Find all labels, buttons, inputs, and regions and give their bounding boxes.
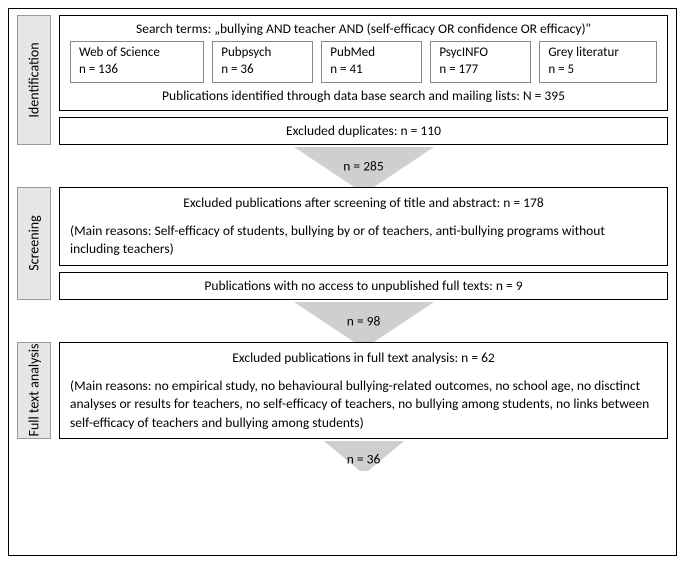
fulltext-reasons-text: (Main reasons: no empirical study, no be… <box>70 377 657 432</box>
fulltext-body: Excluded publications in full text analy… <box>59 342 668 439</box>
db-box-psycinfo: PsycINFO n = 177 <box>430 41 531 83</box>
db-name: PsycINFO <box>439 45 522 62</box>
search-terms-box: Search terms: „bullying AND teacher AND … <box>59 15 668 111</box>
fulltext-excluded-text: Excluded publications in full text analy… <box>70 349 657 367</box>
identification-label-text: Identification <box>26 42 43 117</box>
fulltext-stage-label: Full text analysis <box>17 342 51 439</box>
database-row: Web of Science n = 136 Pubpsych n = 36 P… <box>66 41 661 83</box>
screening-label-text: Screening <box>26 216 43 272</box>
excluded-duplicates-text: Excluded duplicates: n = 110 <box>286 122 441 139</box>
db-box-wos: Web of Science n = 136 <box>70 41 204 83</box>
db-name: PubMed <box>330 45 413 62</box>
db-box-pubmed: PubMed n = 41 <box>321 41 422 83</box>
db-count: n = 177 <box>439 62 522 79</box>
fulltext-stage: Full text analysis Excluded publications… <box>17 342 668 439</box>
funnel-1: n = 285 <box>59 147 668 185</box>
db-count: n = 41 <box>330 62 413 79</box>
no-access-box: Publications with no access to unpublish… <box>59 272 668 300</box>
db-box-pubpsych: Pubpsych n = 36 <box>212 41 313 83</box>
db-count: n = 136 <box>79 62 195 79</box>
identification-stage-label: Identification <box>17 15 51 145</box>
screening-stage: Screening Excluded publications after sc… <box>17 187 668 300</box>
excluded-duplicates-box: Excluded duplicates: n = 110 <box>59 117 668 145</box>
db-count: n = 36 <box>221 62 304 79</box>
funnel-2-value: n = 98 <box>347 312 381 329</box>
fulltext-exclusion-box: Excluded publications in full text analy… <box>59 342 668 439</box>
db-count: n = 5 <box>548 62 648 79</box>
identification-body: Search terms: „bullying AND teacher AND … <box>59 15 668 145</box>
db-name: Grey literatur <box>548 45 648 62</box>
funnel-3: n = 36 <box>59 441 668 471</box>
screening-excluded-text: Excluded publications after screening of… <box>70 194 657 212</box>
screening-reasons-text: (Main reasons: Self-efficacy of students… <box>70 222 657 258</box>
funnel-3-value: n = 36 <box>347 450 381 467</box>
search-terms-text: Search terms: „bullying AND teacher AND … <box>66 20 661 37</box>
funnel-2: n = 98 <box>59 302 668 340</box>
prisma-flow-diagram: Identification Search terms: „bullying A… <box>8 8 677 556</box>
screening-exclusion-box: Excluded publications after screening of… <box>59 187 668 266</box>
no-access-text: Publications with no access to unpublish… <box>204 277 522 294</box>
db-box-greylit: Grey literatur n = 5 <box>539 41 657 83</box>
total-identified-text: Publications identified through data bas… <box>66 87 661 104</box>
identification-stage: Identification Search terms: „bullying A… <box>17 15 668 145</box>
funnel-1-value: n = 285 <box>343 158 383 175</box>
db-name: Web of Science <box>79 45 195 62</box>
screening-body: Excluded publications after screening of… <box>59 187 668 300</box>
fulltext-label-text: Full text analysis <box>26 344 43 437</box>
screening-stage-label: Screening <box>17 187 51 300</box>
db-name: Pubpsych <box>221 45 304 62</box>
